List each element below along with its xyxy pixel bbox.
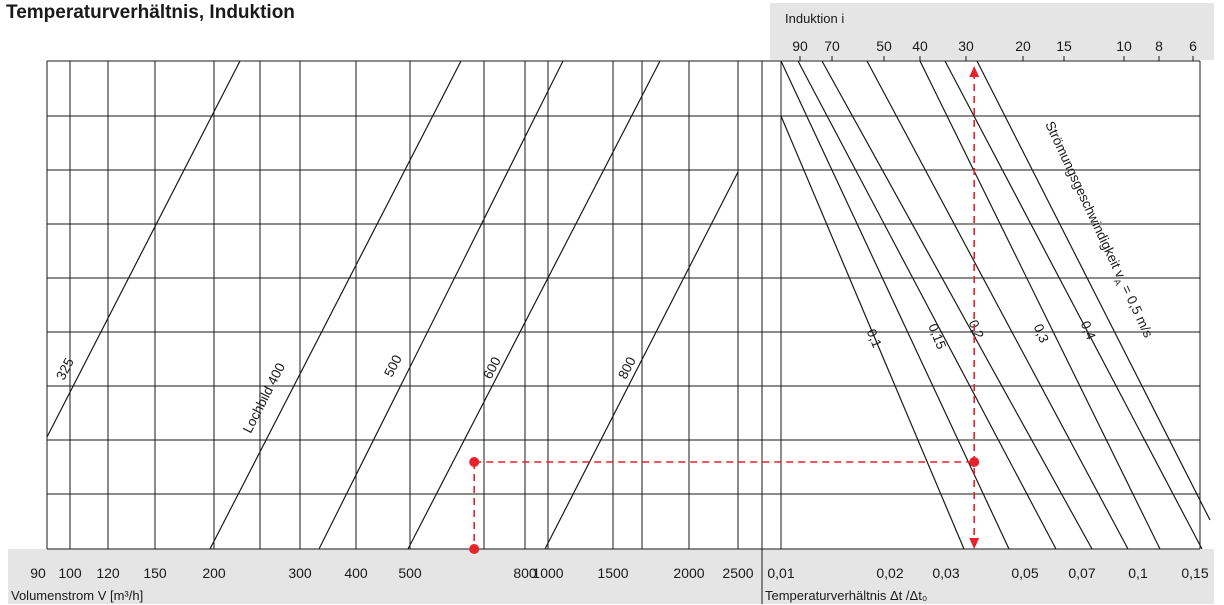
top-axis-label: Induktion i	[785, 11, 844, 26]
x-tick-left-500: 500	[398, 565, 422, 581]
x-tick-right-0,03: 0,03	[932, 565, 959, 581]
right-x-axis-label: Temperaturverhältnis Δt /Δt₀	[765, 588, 927, 603]
x-tick-right-0,05: 0,05	[1011, 565, 1038, 581]
top-tick-induktion-6: 6	[1189, 38, 1197, 54]
x-tick-left-1000: 1000	[532, 565, 563, 581]
curve-velocity-0,15	[780, 60, 1010, 550]
x-tick-left-800: 800	[513, 565, 537, 581]
curve-velocity-0,3	[821, 60, 1093, 550]
x-tick-left-150: 150	[143, 565, 167, 581]
curve-velocity-0,4	[866, 60, 1129, 550]
example-point-velocity	[969, 457, 980, 467]
curve-label-lochbild-800: 800	[615, 355, 639, 382]
x-tick-left-400: 400	[344, 565, 368, 581]
left-x-axis-label: Volumenstrom V [m³/h]	[11, 588, 143, 603]
curve-velocity-0,1	[780, 115, 965, 550]
x-tick-right-0,15: 0,15	[1181, 565, 1208, 581]
x-tick-right-0,07: 0,07	[1068, 565, 1095, 581]
top-tick-induktion-30: 30	[958, 38, 974, 54]
curve-label-velocity-0,1: 0,1	[864, 327, 885, 350]
curve-velocity-0,2	[797, 60, 1057, 550]
curve-lochbild-600	[407, 60, 661, 550]
curve-velocity-extra-1	[976, 60, 1211, 521]
x-tick-left-2000: 2000	[673, 565, 704, 581]
example-arrow-down	[969, 538, 980, 549]
curve-lochbild-400	[209, 60, 462, 550]
curve-lochbild-500	[318, 60, 564, 550]
curve-label-velocity-0,15: 0,15	[925, 321, 949, 351]
curve-lochbild-325	[46, 60, 241, 438]
curve-label-lochbild-325: 325	[53, 356, 77, 383]
example-point-volume-flow	[469, 544, 480, 554]
velocity-axis-label: Strömungsgeschwindigkeit vA = 0,5 m/s	[1040, 119, 1156, 341]
x-tick-left-120: 120	[96, 565, 120, 581]
curves	[46, 60, 1211, 550]
top-tick-induktion-70: 70	[824, 38, 840, 54]
x-tick-left-90: 90	[30, 565, 46, 581]
curve-label-velocity-0,2: 0,2	[966, 318, 987, 341]
x-tick-left-100: 100	[58, 565, 82, 581]
curve-label-lochbild-400: Lochbild 400	[240, 360, 288, 435]
x-tick-left-200: 200	[202, 565, 226, 581]
x-tick-right-0,1: 0,1	[1128, 565, 1148, 581]
curve-label-velocity-0,3: 0,3	[1031, 322, 1052, 345]
bottom-axis-band	[8, 549, 1214, 604]
example-path	[469, 66, 980, 554]
curve-label-lochbild-500: 500	[381, 353, 405, 380]
top-tick-induktion-50: 50	[876, 38, 892, 54]
top-tick-induktion-10: 10	[1116, 38, 1132, 54]
top-axis-band	[770, 3, 1214, 60]
curve-label-velocity-0,4: 0,4	[1078, 319, 1099, 342]
top-tick-induktion-15: 15	[1056, 38, 1072, 54]
chart-title: Temperaturverhältnis, Induktion	[6, 2, 295, 23]
example-point-lochbild	[469, 457, 480, 467]
top-tick-induktion-90: 90	[792, 38, 808, 54]
curve-velocity-extra-0	[944, 60, 1203, 550]
curve-lochbild-800	[544, 171, 739, 550]
x-tick-left-300: 300	[288, 565, 312, 581]
top-tick-induktion-8: 8	[1155, 38, 1163, 54]
example-arrow-up	[969, 66, 980, 77]
curve-velocity-0,5	[919, 60, 1161, 550]
x-tick-left-2500: 2500	[722, 565, 753, 581]
x-tick-right-0,01: 0,01	[767, 565, 794, 581]
x-tick-right-0,02: 0,02	[876, 565, 903, 581]
grid	[46, 60, 1201, 550]
top-tick-induktion-20: 20	[1015, 38, 1031, 54]
top-tick-induktion-40: 40	[912, 38, 928, 54]
x-tick-left-1500: 1500	[597, 565, 628, 581]
